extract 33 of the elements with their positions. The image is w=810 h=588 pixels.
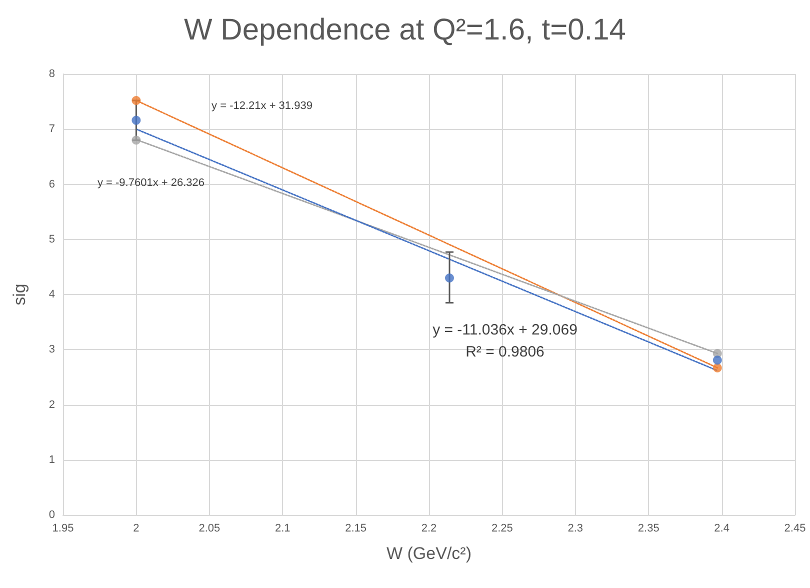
point [445,273,454,282]
y-tick-label: 3 [48,344,55,356]
y-tick-label: 6 [48,178,55,190]
annotation: y = -11.036x + 29.069 [432,322,578,338]
y-tick-label: 1 [48,454,55,466]
x-tick-label: 1.95 [52,522,74,534]
x-tick-label: 2.2 [421,522,437,534]
annotation: R² = 0.9806 [466,344,544,360]
x-tick-label: 2.3 [568,522,584,534]
x-tick-label: 2.4 [714,522,730,534]
x-tick-label: 2.1 [274,522,290,534]
x-axis-title: W (GeV/c²) [386,544,472,563]
y-tick-label: 0 [48,509,55,521]
point [712,356,722,365]
y-tick-label: 7 [48,123,55,136]
y-axis-title: sig [10,284,29,306]
x-tick-label: 2.35 [638,522,660,534]
point [132,116,141,125]
x-tick-label: 2.15 [345,522,367,534]
point [712,363,722,372]
annotation: y = -12.21x + 31.939 [212,100,312,112]
y-tick-label: 2 [48,398,55,411]
y-tick-label: 5 [48,233,55,246]
x-tick-label: 2.25 [491,522,513,534]
x-tick-label: 2.05 [198,522,220,534]
y-tick-label: 4 [48,288,55,300]
y-tick-label: 8 [48,68,55,80]
chart-title: W Dependence at Q²=1.6, t=0.14 [184,14,626,46]
point [132,136,141,145]
x-tick-label: 2 [133,522,140,534]
annotation: y = -9.7601x + 26.326 [97,177,205,189]
point [132,96,141,105]
x-tick-label: 2.45 [784,522,806,534]
